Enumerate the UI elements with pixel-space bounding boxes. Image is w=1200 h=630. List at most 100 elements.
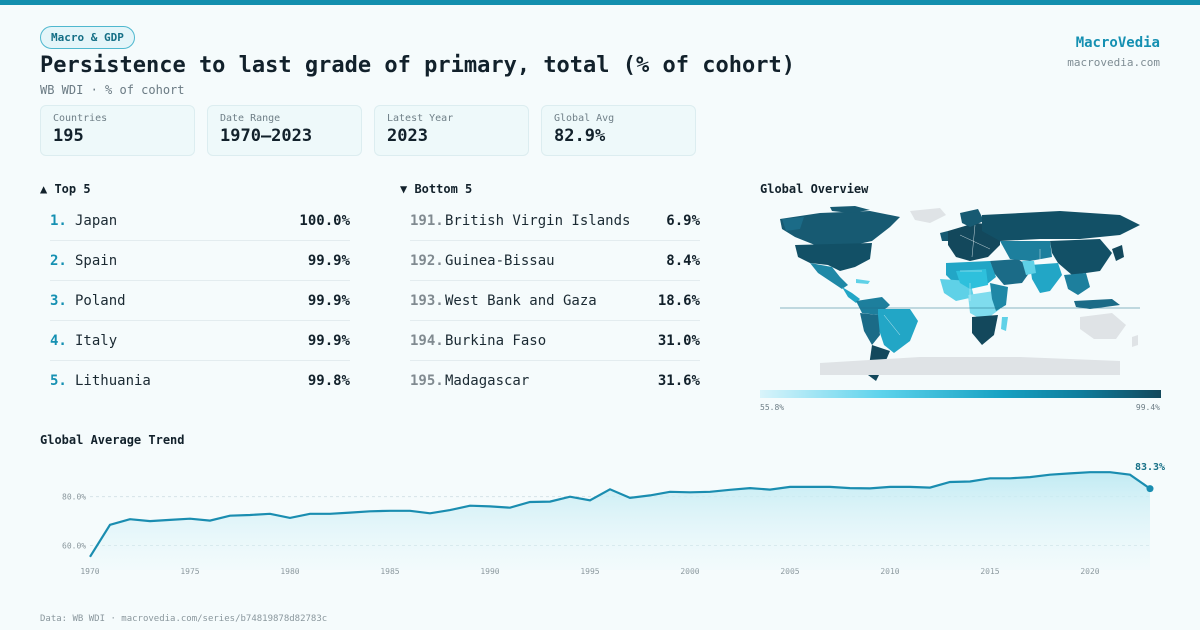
- data-point[interactable]: [348, 511, 352, 515]
- stat-card-global-avg: Global Avg 82.9%: [541, 105, 696, 156]
- data-point[interactable]: [848, 486, 852, 490]
- list-item[interactable]: 194. Burkina Faso 31.0%: [410, 321, 700, 361]
- data-point[interactable]: [948, 480, 952, 484]
- data-point[interactable]: [588, 498, 592, 502]
- data-point[interactable]: [228, 514, 232, 518]
- data-point[interactable]: [168, 518, 172, 522]
- rank-number: 2.: [50, 252, 67, 269]
- map-region-andes: [860, 313, 880, 345]
- list-item[interactable]: 2. Spain 99.9%: [50, 241, 350, 281]
- country-name: Guinea-Bissau: [445, 252, 555, 269]
- map-region-southern-africa: [972, 315, 998, 345]
- map-region-usa: [795, 243, 872, 271]
- data-point[interactable]: [108, 523, 112, 527]
- world-map-svg: [780, 206, 1140, 381]
- data-point[interactable]: [608, 487, 612, 491]
- country-name: Poland: [75, 292, 126, 309]
- data-point[interactable]: [128, 517, 132, 521]
- data-point[interactable]: [648, 493, 652, 497]
- page-subtitle: WB WDI · % of cohort: [40, 83, 185, 97]
- data-point[interactable]: [148, 519, 152, 523]
- data-point[interactable]: [328, 512, 332, 516]
- list-item[interactable]: 5. Lithuania 99.8%: [50, 361, 350, 401]
- data-point[interactable]: [888, 485, 892, 489]
- country-name: Spain: [75, 252, 118, 269]
- data-point[interactable]: [788, 485, 792, 489]
- x-tick-label: 1970: [80, 567, 99, 576]
- data-point[interactable]: [768, 488, 772, 492]
- x-tick-label: 2020: [1080, 567, 1099, 576]
- data-point[interactable]: [668, 490, 672, 494]
- data-point[interactable]: [288, 516, 292, 520]
- list-item[interactable]: 193. West Bank and Gaza 18.6%: [410, 281, 700, 321]
- brand-url[interactable]: macrovedia.com: [1067, 56, 1160, 69]
- data-point[interactable]: [428, 511, 432, 515]
- data-point[interactable]: [188, 517, 192, 521]
- data-point[interactable]: [1108, 470, 1112, 474]
- country-value: 99.9%: [307, 252, 350, 269]
- data-point[interactable]: [208, 519, 212, 523]
- rank-number: 192.: [410, 252, 444, 269]
- stat-label: Global Avg: [554, 113, 615, 124]
- data-point[interactable]: [408, 509, 412, 513]
- data-point[interactable]: [748, 486, 752, 490]
- trend-area-chart[interactable]: 60.0% 80.0% 1970 1975 1980 1985 1990 1995 2000 2…: [0, 455, 1200, 580]
- data-point[interactable]: [388, 509, 392, 513]
- data-point[interactable]: [568, 495, 572, 499]
- data-point[interactable]: [528, 500, 532, 504]
- data-point[interactable]: [828, 485, 832, 489]
- list-item[interactable]: 3. Poland 99.9%: [50, 281, 350, 321]
- country-value: 31.0%: [657, 332, 700, 349]
- data-point[interactable]: [688, 490, 692, 494]
- rank-number: 195.: [410, 373, 444, 389]
- data-point[interactable]: [448, 508, 452, 512]
- bottom5-list: 191. British Virgin Islands 6.9% 192. Gu…: [410, 201, 700, 401]
- country-value: 99.9%: [307, 332, 350, 349]
- data-point[interactable]: [928, 486, 932, 490]
- x-tick-label: 1980: [280, 567, 299, 576]
- data-point[interactable]: [488, 504, 492, 508]
- data-point[interactable]: [1008, 476, 1012, 480]
- data-point[interactable]: [1088, 470, 1092, 474]
- country-value: 18.6%: [657, 292, 700, 309]
- data-point[interactable]: [868, 486, 872, 490]
- data-point[interactable]: [708, 490, 712, 494]
- data-point[interactable]: [1068, 471, 1072, 475]
- data-point[interactable]: [548, 500, 552, 504]
- country-name: Japan: [75, 212, 118, 229]
- data-point[interactable]: [88, 555, 92, 559]
- rank-number: 191.: [410, 212, 444, 229]
- list-item[interactable]: 192. Guinea-Bissau 8.4%: [410, 241, 700, 281]
- data-point[interactable]: [368, 509, 372, 513]
- map-region-se-asia: [1064, 273, 1090, 295]
- data-point[interactable]: [468, 504, 472, 508]
- world-choropleth-map[interactable]: [760, 205, 1161, 385]
- data-point[interactable]: [248, 513, 252, 517]
- data-point[interactable]: [1048, 473, 1052, 477]
- x-tick-label: 2005: [780, 567, 799, 576]
- data-point[interactable]: [908, 485, 912, 489]
- stat-card-latest-year: Latest Year 2023: [374, 105, 529, 156]
- list-item[interactable]: 191. British Virgin Islands 6.9%: [410, 201, 700, 241]
- data-point[interactable]: [988, 476, 992, 480]
- data-point[interactable]: [808, 485, 812, 489]
- country-value: 99.9%: [307, 292, 350, 309]
- data-point[interactable]: [268, 512, 272, 516]
- category-badge[interactable]: Macro & GDP: [40, 26, 135, 49]
- brand-name[interactable]: MacroVedia: [1075, 35, 1160, 51]
- data-point[interactable]: [508, 506, 512, 510]
- data-point[interactable]: [1128, 473, 1132, 477]
- last-value-marker[interactable]: [1146, 485, 1154, 493]
- data-point[interactable]: [628, 496, 632, 500]
- data-point[interactable]: [728, 488, 732, 492]
- data-point[interactable]: [308, 512, 312, 516]
- list-item[interactable]: 4. Italy 99.9%: [50, 321, 350, 361]
- map-region-new-zealand: [1132, 335, 1138, 347]
- list-item[interactable]: 1. Japan 100.0%: [50, 201, 350, 241]
- data-point[interactable]: [968, 480, 972, 484]
- legend-min-label: 55.8%: [760, 403, 785, 412]
- top-accent-bar: [0, 0, 1200, 5]
- data-point[interactable]: [1028, 475, 1032, 479]
- list-item[interactable]: 195. Madagascar 31.6%: [410, 361, 700, 401]
- map-region-central-asia: [1000, 241, 1052, 261]
